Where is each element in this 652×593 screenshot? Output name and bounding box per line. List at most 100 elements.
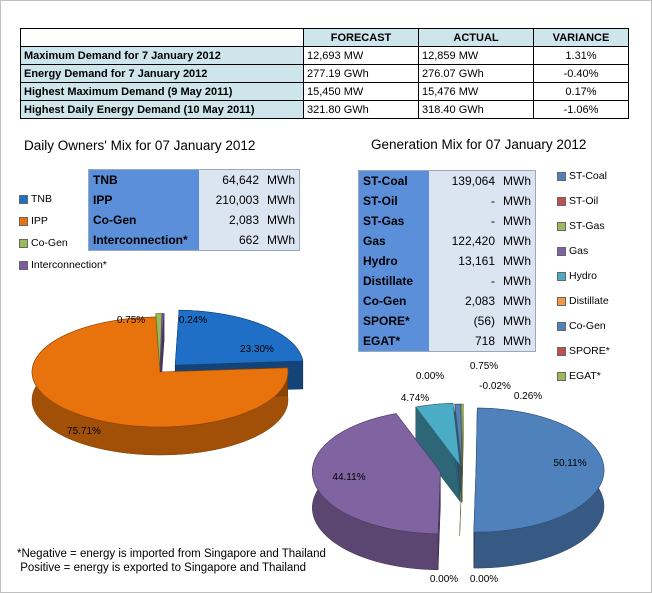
owners-pie-data-label: 0.24% — [179, 315, 207, 326]
owners-pie-data-label: 0.75% — [117, 315, 145, 326]
generation-row-unit: MWh — [499, 211, 536, 231]
generation-row-name: Co-Gen — [358, 291, 429, 311]
legend-item: TNB — [19, 193, 52, 205]
owners-row-unit: MWh — [263, 210, 300, 230]
legend-item: Interconnection* — [19, 259, 107, 271]
owners-pie-slice — [174, 309, 304, 366]
generation-row-unit: MWh — [499, 291, 536, 311]
owners-mix-title: Daily Owners' Mix for 07 January 2012 — [24, 138, 256, 153]
generation-pie-slice — [415, 403, 461, 467]
legend-label: IPP — [31, 215, 48, 227]
legend-label: TNB — [31, 193, 52, 205]
summary-row: Highest Daily Energy Demand (10 May 2011… — [20, 100, 629, 119]
generation-row: ST-Oil - MWh — [358, 191, 536, 211]
generation-mix-title: Generation Mix for 07 January 2012 — [371, 137, 587, 152]
owners-row-name: Co-Gen — [88, 210, 199, 230]
generation-row-unit: MWh — [499, 231, 536, 251]
owners-row-unit: MWh — [263, 190, 300, 210]
legend-item: IPP — [19, 215, 48, 227]
generation-pie-data-label: -0.02% — [479, 381, 511, 392]
legend-item: Co-Gen — [19, 237, 68, 249]
legend-item: SPORE* — [557, 345, 610, 357]
legend-swatch — [557, 271, 566, 281]
generation-row: Gas 122,420 MWh — [358, 231, 536, 251]
owners-row-name: Interconnection* — [88, 230, 199, 251]
summary-row: Energy Demand for 7 January 2012 277.19 … — [20, 64, 629, 83]
generation-row-unit: MWh — [499, 251, 536, 271]
legend-label: Co-Gen — [569, 320, 606, 332]
generation-row-unit: MWh — [499, 191, 536, 211]
owners-row-value: 210,003 — [199, 190, 263, 210]
generation-row: Hydro 13,161 MWh — [358, 251, 536, 271]
generation-mix-table: ST-Coal 139,064 MWh ST-Oil - MWh ST-Gas - MWh … — [358, 170, 536, 352]
summary-header-blank — [20, 28, 304, 47]
generation-row-value: - — [429, 271, 499, 291]
owners-row-unit: MWh — [263, 230, 300, 251]
summary-row-actual: 318.40 GWh — [418, 100, 534, 119]
legend-item: Distillate — [557, 295, 609, 307]
legend-swatch — [557, 171, 566, 181]
legend-swatch — [557, 221, 566, 231]
generation-row-unit: MWh — [499, 170, 536, 191]
summary-header-actual: ACTUAL — [418, 28, 534, 47]
legend-label: SPORE* — [569, 345, 610, 357]
generation-row-name: ST-Gas — [358, 211, 429, 231]
generation-row-value: - — [429, 211, 499, 231]
summary-row-variance: -1.06% — [533, 100, 629, 119]
legend-label: ST-Coal — [569, 170, 607, 182]
owners-row: TNB 64,642 MWh — [88, 169, 300, 190]
summary-row-actual: 276.07 GWh — [418, 64, 534, 83]
legend-item: ST-Oil — [557, 195, 598, 207]
generation-row-unit: MWh — [499, 331, 536, 352]
owners-row: IPP 210,003 MWh — [88, 190, 300, 210]
summary-row-label: Highest Daily Energy Demand (10 May 2011… — [20, 100, 304, 119]
generation-pie-slice — [460, 403, 464, 467]
footnote-line: *Negative = energy is imported from Sing… — [17, 548, 326, 560]
generation-row-unit: MWh — [499, 271, 536, 291]
summary-header-row: FORECAST ACTUAL VARIANCE — [20, 28, 629, 47]
footnote-line: Positive = energy is exported to Singapo… — [17, 562, 307, 574]
legend-swatch — [19, 238, 28, 248]
generation-row-value: 122,420 — [429, 231, 499, 251]
generation-row: Distillate - MWh — [358, 271, 536, 291]
generation-pie-data-label: 0.00% — [416, 371, 444, 382]
legend-swatch — [557, 296, 566, 306]
generation-pie-data-label: 0.00% — [470, 574, 498, 585]
summary-row-variance: 1.31% — [533, 46, 629, 65]
generation-row-name: Gas — [358, 231, 429, 251]
legend-swatch — [557, 346, 566, 356]
legend-item: Hydro — [557, 270, 597, 282]
summary-row-actual: 15,476 MW — [418, 82, 534, 101]
owners-pie-slice — [31, 316, 289, 428]
generation-row: Co-Gen 2,083 MWh — [358, 291, 536, 311]
generation-pie-data-label: 0.26% — [514, 391, 542, 402]
legend-label: Hydro — [569, 270, 598, 282]
summary-row-actual: 12,859 MW — [418, 46, 534, 65]
demand-summary-table: FORECAST ACTUAL VARIANCE Maximum Demand … — [20, 28, 629, 119]
generation-pie-data-label: 50.11% — [553, 458, 586, 469]
owners-row-name: IPP — [88, 190, 199, 210]
owners-row-value: 64,642 — [199, 169, 263, 190]
summary-header-variance: VARIANCE — [533, 28, 629, 47]
legend-label: Co-Gen — [31, 237, 68, 249]
legend-swatch — [557, 371, 566, 381]
generation-row: ST-Coal 139,064 MWh — [358, 170, 536, 191]
generation-pie-slice — [473, 407, 605, 533]
generation-row-value: - — [429, 191, 499, 211]
legend-label: ST-Oil — [569, 195, 599, 207]
legend-label: ST-Gas — [569, 220, 605, 232]
generation-row-name: Distillate — [358, 271, 429, 291]
generation-row-value: 718 — [429, 331, 499, 352]
generation-row-value: 2,083 — [429, 291, 499, 311]
generation-row-name: ST-Coal — [358, 170, 429, 191]
owners-row-name: TNB — [88, 169, 199, 190]
legend-item: ST-Coal — [557, 170, 607, 182]
generation-row-value: (56) — [429, 311, 499, 331]
owners-row: Interconnection* 662 MWh — [88, 230, 300, 251]
summary-row-label: Maximum Demand for 7 January 2012 — [20, 46, 304, 65]
legend-item: Gas — [557, 245, 588, 257]
legend-label: Gas — [569, 245, 589, 257]
legend-swatch — [19, 260, 28, 270]
owners-mix-table: TNB 64,642 MWh IPP 210,003 MWh Co-Gen 2,083 MW… — [88, 169, 300, 251]
